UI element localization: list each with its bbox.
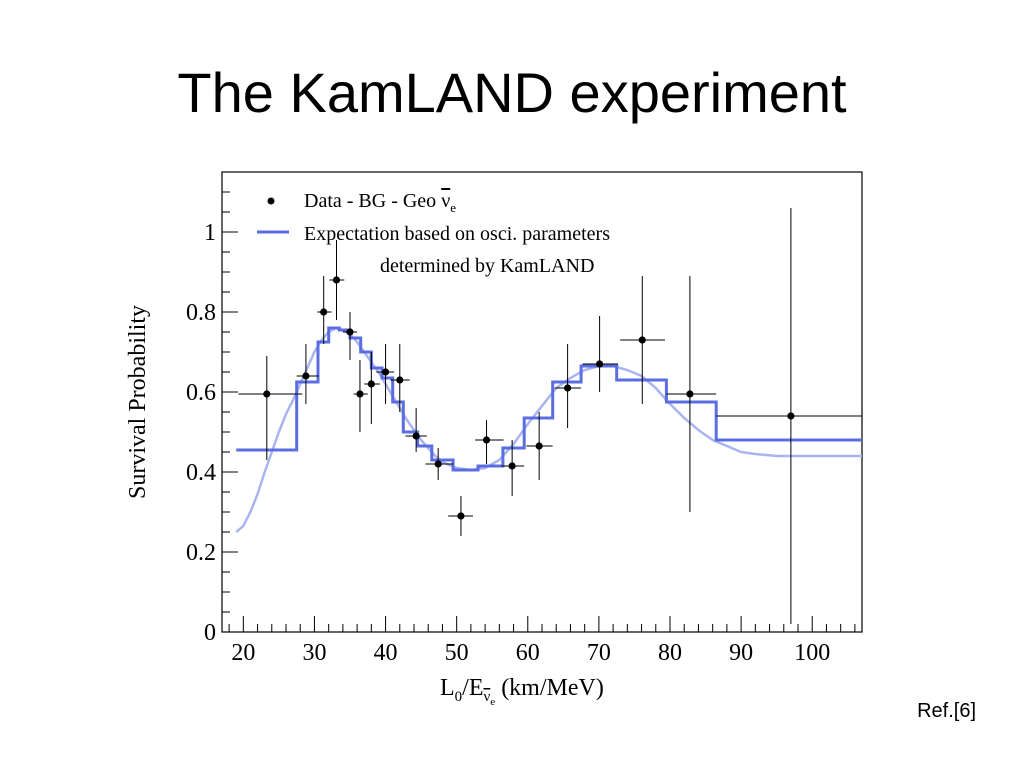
slide-title: The KamLAND experiment [177, 61, 847, 124]
data-marker [686, 390, 694, 398]
data-marker [381, 368, 390, 376]
x-tick-label: 90 [729, 640, 753, 666]
legend-line-label-2: determined by KamLAND [380, 255, 594, 277]
data-marker [564, 384, 572, 392]
x-label-sub-e: e [490, 696, 495, 708]
x-tick-label: 60 [516, 640, 540, 666]
data-marker [787, 412, 795, 420]
reference-label: Ref.[6] [917, 700, 976, 722]
y-tick-label: 0 [204, 620, 216, 646]
x-axis: 20 30 40 50 60 70 80 90 100 [228, 616, 856, 666]
legend-data-nu: ν [441, 190, 450, 212]
data-point [390, 344, 410, 412]
data-point [238, 356, 303, 460]
data-point [296, 344, 319, 404]
x-label-unit: (km/MeV) [495, 675, 604, 701]
legend-data-text: Data - BG - Geo [304, 190, 441, 212]
legend-data-marker [267, 197, 275, 205]
y-tick-label: 0.6 [186, 380, 216, 406]
data-marker [346, 328, 354, 336]
data-marker [638, 336, 646, 344]
data-marker [367, 380, 375, 388]
data-marker [596, 360, 604, 368]
data-marker [412, 432, 420, 440]
data-marker [535, 442, 543, 450]
data-marker [356, 390, 364, 398]
data-marker [320, 308, 328, 316]
x-tick-label: 20 [231, 640, 255, 666]
legend: Data - BG - Geo νe Expectation based on … [257, 190, 610, 277]
y-tick-label: 0.2 [186, 540, 216, 566]
x-label-main: L [440, 675, 455, 701]
data-marker [482, 436, 491, 444]
y-axis-label: Survival Probability [125, 305, 151, 499]
data-point [353, 360, 368, 432]
x-tick-label: 70 [587, 640, 611, 666]
y-axis: 0 0.2 0.4 0.6 0.8 1 [186, 191, 238, 646]
x-tick-label: 30 [302, 640, 326, 666]
y-tick-label: 0.4 [186, 460, 216, 486]
data-points [238, 208, 862, 624]
data-marker [457, 512, 465, 520]
data-marker [263, 390, 271, 398]
data-point [376, 344, 395, 404]
x-tick-label: 50 [445, 640, 469, 666]
x-tick-label: 100 [794, 640, 830, 666]
data-point [554, 344, 582, 428]
data-point [666, 276, 717, 512]
data-marker [332, 276, 341, 284]
expectation-smooth-curve [235, 326, 862, 533]
data-point [317, 276, 332, 344]
data-point [329, 240, 345, 320]
data-point [405, 408, 427, 452]
y-tick-label: 1 [204, 220, 216, 246]
legend-line-label-1: Expectation based on osci. parameters [304, 223, 610, 245]
y-tick-label: 0.8 [186, 300, 216, 326]
x-label-mid: /E [462, 675, 483, 701]
legend-data-label: Data - BG - Geo νe [304, 190, 456, 215]
x-tick-label: 80 [658, 640, 682, 666]
data-point [425, 448, 454, 480]
data-marker [434, 460, 442, 468]
data-marker [302, 372, 310, 380]
data-marker [396, 376, 404, 384]
data-point [582, 316, 619, 392]
data-point [501, 440, 525, 496]
data-marker [508, 462, 516, 470]
data-point [342, 312, 358, 360]
x-axis-label: L0/Eνe (km/MeV) [440, 675, 604, 708]
legend-data-e: e [450, 200, 456, 215]
x-tick-label: 40 [374, 640, 398, 666]
x-label-sub-nu: ν [484, 689, 491, 705]
x-label-sub0: 0 [455, 689, 463, 705]
data-point [620, 276, 666, 404]
data-point [364, 352, 380, 424]
data-point [475, 420, 504, 464]
data-point [448, 496, 474, 536]
smooth-curve-path [235, 326, 862, 533]
data-point [526, 412, 553, 480]
data-point [716, 208, 862, 624]
